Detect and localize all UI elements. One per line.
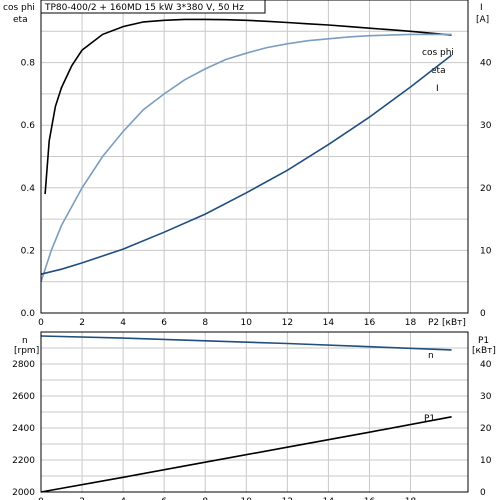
bottom-y-right-tick-label: 10	[480, 456, 492, 466]
y-left-label-n: n	[22, 336, 28, 346]
top-chart-series: eta cos phi I	[40, 18, 454, 282]
series-line-i	[40, 54, 453, 275]
series-label-cos-phi: cos phi	[422, 48, 454, 58]
y-right-label-a: [A]	[476, 15, 489, 25]
bottom-chart-frame	[40, 331, 469, 493]
series-label-eta: eta	[431, 66, 446, 76]
top-chart-frame	[40, 0, 469, 314]
bottom-x-tick-label: 16	[364, 497, 376, 500]
bottom-y-left-tick-label: 2600	[12, 392, 35, 402]
top-y-right-tick-label: 10	[480, 246, 492, 256]
x-label-p2: P2 [кВт]	[428, 318, 466, 328]
top-x-tick-label: 6	[161, 318, 167, 328]
y-left-label-cosphi: cos phi	[3, 3, 35, 13]
series-line-eta	[44, 18, 452, 195]
top-y-right-tick-label: 40	[480, 59, 492, 69]
bottom-x-tick-label: 18	[405, 497, 417, 500]
top-x-tick-label: 12	[282, 318, 293, 328]
y-right-label-p1: P1	[478, 336, 489, 346]
top-y-left-tick-label: 0.4	[21, 184, 36, 194]
series-line-cos-phi	[40, 33, 452, 282]
top-y-right-tick-label: 20	[480, 184, 492, 194]
bottom-x-tick-label: 14	[323, 497, 335, 500]
top-y-left-tick-label: 0.6	[21, 121, 36, 131]
bottom-chart-grid	[41, 332, 468, 492]
series-line-n	[40, 335, 452, 351]
series-line-p1	[40, 416, 452, 493]
y-right-label-i: I	[480, 3, 483, 13]
chart-title: TP80-400/2 + 160MD 15 kW 3*380 V, 50 Hz	[44, 3, 244, 13]
bottom-x-tick-label: 4	[120, 497, 126, 500]
top-x-tick-label: 14	[323, 318, 335, 328]
bottom-y-left-tick-label: 2000	[12, 488, 35, 498]
series-label-p1: P1	[424, 414, 435, 424]
bottom-y-right-tick-label: 30	[480, 392, 492, 402]
top-x-tick-label: 18	[405, 318, 417, 328]
bottom-x-tick-label: 6	[161, 497, 167, 500]
bottom-x-tick-label: 2	[79, 497, 85, 500]
top-x-tick-label: 10	[241, 318, 253, 328]
top-chart-ticks: 0 2 4 6 8 10 12 14 16 18 0.0 0.2 0.4 0.6 0.8 0 10 20 30 40	[21, 59, 492, 328]
bottom-y-right-tick-label: 20	[480, 424, 492, 434]
bottom-x-tick-label: 0	[38, 497, 44, 500]
top-y-left-tick-label: 0.2	[21, 246, 35, 256]
y-left-label-rpm: [rpm]	[14, 346, 39, 356]
bottom-y-right-tick-label: 40	[480, 360, 492, 370]
bottom-chart-ticks: 0 2 4 6 8 10 12 14 16 18 2000 2200 2400 2600 2800 0 10 20…	[12, 360, 492, 500]
top-x-tick-label: 2	[79, 318, 85, 328]
bottom-y-left-tick-label: 2400	[12, 424, 35, 434]
y-right-label-kw: [кВт]	[472, 346, 496, 356]
bottom-x-tick-label: 8	[202, 497, 208, 500]
bottom-y-right-tick-label: 0	[480, 488, 486, 498]
top-y-left-tick-label: 0.8	[21, 59, 36, 69]
top-y-left-tick-label: 0.0	[21, 309, 36, 319]
top-x-tick-label: 4	[120, 318, 126, 328]
top-x-tick-label: 0	[38, 318, 44, 328]
bottom-chart-series: n P1	[40, 335, 452, 493]
top-x-tick-label: 8	[202, 318, 208, 328]
top-x-tick-label: 16	[364, 318, 376, 328]
bottom-x-tick-label: 10	[241, 497, 253, 500]
bottom-x-tick-label: 12	[282, 497, 293, 500]
bottom-y-left-tick-label: 2200	[12, 456, 35, 466]
top-chart-grid	[41, 0, 468, 313]
series-label-i: I	[436, 84, 439, 94]
y-left-label-eta: eta	[13, 15, 28, 25]
bottom-y-left-tick-label: 2800	[12, 360, 35, 370]
series-label-n: n	[428, 351, 434, 361]
top-y-right-tick-label: 0	[480, 309, 486, 319]
top-y-right-tick-label: 30	[480, 121, 492, 131]
